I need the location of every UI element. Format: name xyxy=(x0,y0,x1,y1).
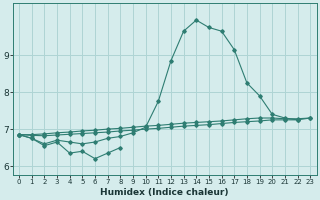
X-axis label: Humidex (Indice chaleur): Humidex (Indice chaleur) xyxy=(100,188,229,197)
